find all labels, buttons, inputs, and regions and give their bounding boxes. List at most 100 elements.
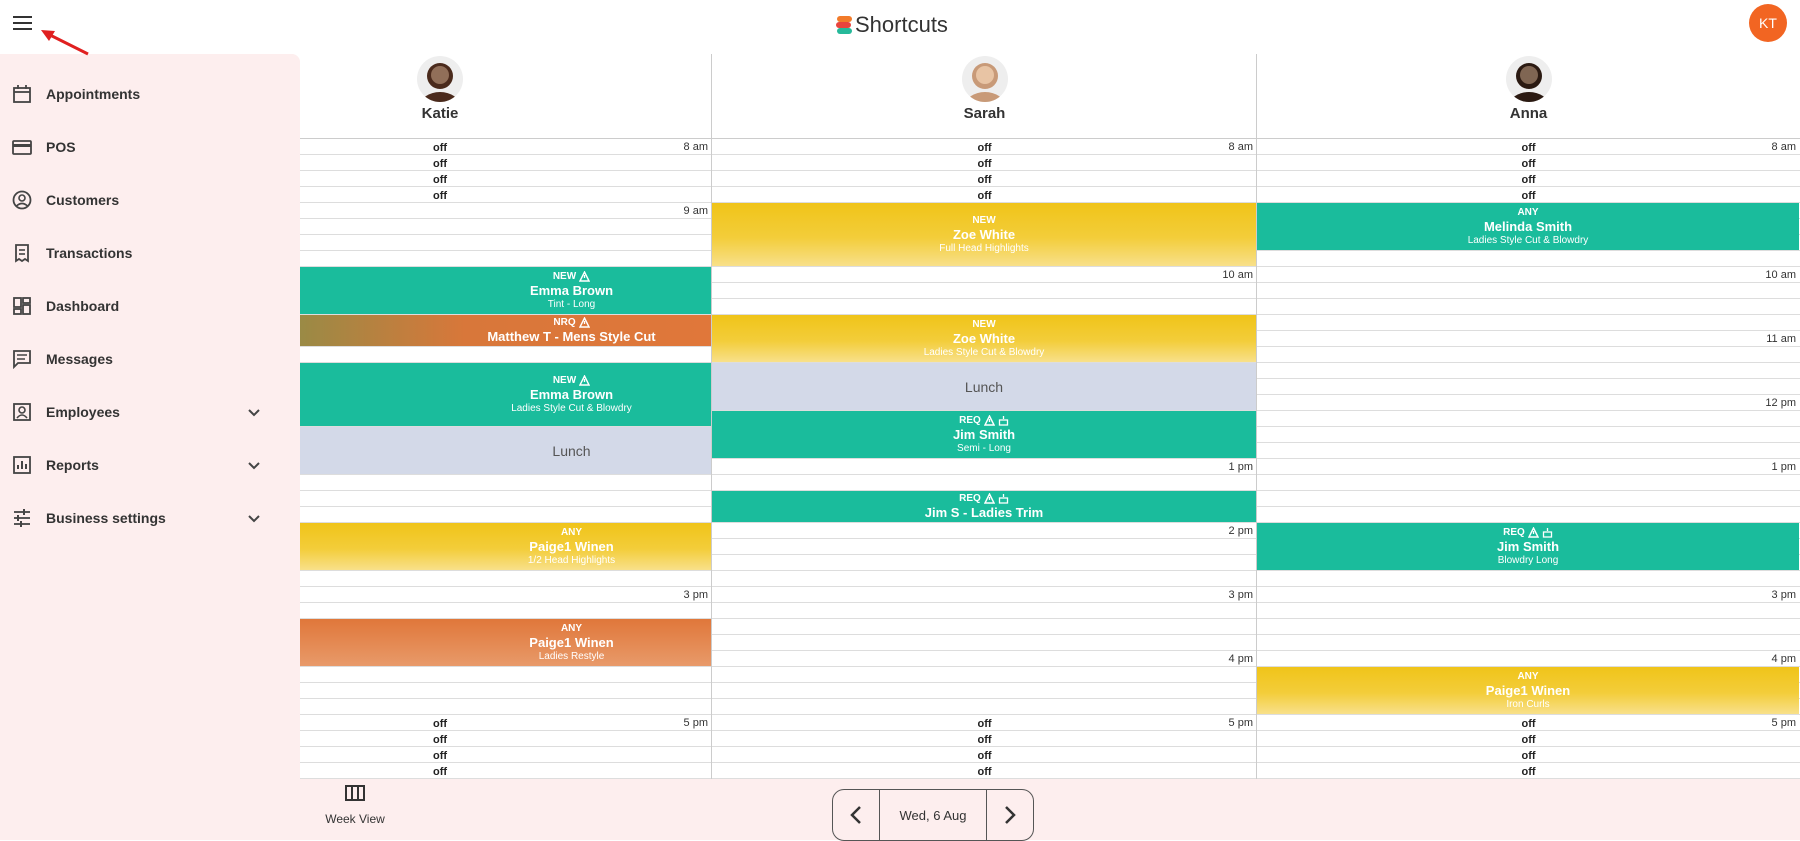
- nav-item[interactable]: Appointments: [0, 72, 300, 116]
- appointment[interactable]: NEW Zoe White Full Head Highlights: [712, 203, 1256, 266]
- week-view-button[interactable]: Week View: [320, 785, 390, 826]
- tag-text: NEW: [552, 270, 577, 282]
- hour-label: 5 pm: [1228, 717, 1253, 729]
- appointment[interactable]: REQ Jim S - Ladies Trim: [712, 491, 1256, 522]
- tag-text: ANY: [560, 622, 583, 634]
- cake-icon: [998, 494, 1008, 504]
- nav-label: Customers: [46, 192, 120, 208]
- nav-label: Appointments: [46, 86, 141, 102]
- tag-text: REQ: [959, 414, 981, 426]
- hour-label: 5 pm: [1771, 717, 1796, 729]
- column-divider: [711, 54, 712, 779]
- nav-label: Transactions: [46, 245, 133, 261]
- staff-avatar: [417, 56, 463, 102]
- nav-item[interactable]: Employees: [0, 390, 300, 434]
- appointment[interactable]: Lunch: [712, 363, 1256, 410]
- appointment[interactable]: REQ Jim Smith Semi - Long: [712, 411, 1256, 458]
- week-view-label: Week View: [325, 812, 385, 826]
- slot-line: [300, 682, 1800, 683]
- tag-text: ANY: [560, 526, 583, 538]
- appointment-tag: ANY: [432, 623, 711, 635]
- prev-day-button[interactable]: [833, 790, 880, 840]
- off-label: off: [977, 190, 992, 202]
- expand-chevron: [248, 462, 260, 470]
- nav-item[interactable]: Customers: [0, 178, 300, 222]
- off-label: off: [432, 718, 448, 730]
- appointment-client: Zoe White: [952, 226, 1016, 242]
- appointment-client: Lunch: [964, 378, 1004, 395]
- sidebar: Appointments POS Customers Transactions Dash…: [0, 54, 300, 840]
- appointment[interactable]: ANY Paige1 Winen 1/2 Head Highlights: [300, 523, 711, 570]
- slot-line: [300, 570, 1800, 571]
- staff-name: Anna: [1509, 105, 1548, 122]
- nav-item[interactable]: Messages: [0, 337, 300, 381]
- nav-icon: [15, 244, 29, 263]
- appointment-tag: ANY: [432, 527, 711, 539]
- nav-icon: [13, 456, 31, 474]
- tag-text: NEW: [972, 214, 996, 226]
- slot-line: [300, 202, 1800, 203]
- slot-line: [300, 618, 1800, 619]
- logo: Shortcuts: [835, 12, 948, 38]
- tag-text: REQ: [1503, 526, 1525, 538]
- appointment[interactable]: ANY Paige1 Winen Ladies Restyle: [300, 619, 711, 666]
- next-day-button[interactable]: [986, 790, 1033, 840]
- slot-line: [300, 586, 1800, 587]
- appointment[interactable]: NRQ Matthew T - Mens Style Cut: [300, 315, 711, 346]
- hour-label: 1 pm: [1771, 461, 1796, 473]
- appointment-service: Ladies Restyle: [538, 650, 605, 662]
- slot-line: [300, 458, 1800, 459]
- off-label: off: [432, 750, 448, 762]
- slot-line: [300, 362, 1800, 363]
- appointment[interactable]: ANY Melinda Smith Ladies Style Cut & Blowd…: [1257, 203, 1799, 250]
- nav-item[interactable]: Transactions: [0, 231, 300, 275]
- off-label: off: [432, 766, 448, 778]
- appointment-service: 1/2 Head Highlights: [527, 554, 616, 566]
- menu-button[interactable]: [12, 13, 34, 33]
- appointment-client: Jim Smith: [1496, 538, 1560, 554]
- appointment[interactable]: NEW Emma Brown Tint - Long: [300, 267, 711, 314]
- slot-line: [300, 554, 1800, 555]
- nav-item[interactable]: Dashboard: [0, 284, 300, 328]
- logo-icon: [836, 16, 852, 34]
- hour-label: 2 pm: [1228, 525, 1253, 537]
- slot-line: [300, 154, 1800, 155]
- slot-line: [300, 698, 1800, 699]
- appointment-tag: ANY: [1257, 207, 1799, 219]
- off-label: off: [1521, 750, 1536, 762]
- appointment-client: Emma Brown: [529, 386, 614, 402]
- current-date[interactable]: Wed, 6 Aug: [899, 807, 967, 823]
- off-label: off: [432, 158, 448, 170]
- appointment-service: Blowdry Long: [1497, 554, 1559, 566]
- nav-item[interactable]: POS: [0, 125, 300, 169]
- nav-item[interactable]: Business settings: [0, 496, 300, 540]
- off-label: off: [977, 718, 992, 730]
- appointment[interactable]: NEW Emma Brown Ladies Style Cut & Blowdry: [300, 363, 711, 426]
- warning-icon: [579, 375, 591, 386]
- expand-chevron: [248, 515, 260, 523]
- appointment[interactable]: REQ Jim Smith Blowdry Long: [1257, 523, 1799, 570]
- warning-icon: [578, 317, 590, 328]
- slot-line: [300, 410, 1800, 411]
- appointment-client: Emma Brown: [529, 282, 614, 298]
- appointment-client: Jim Smith: [952, 426, 1016, 442]
- tag-text: ANY: [1517, 206, 1539, 218]
- appointment[interactable]: Lunch: [300, 427, 711, 474]
- appointment-service: Semi - Long: [957, 442, 1011, 454]
- logo-text: Shortcuts: [855, 12, 948, 37]
- appointment[interactable]: ANY Paige1 Winen Iron Curls: [1257, 667, 1799, 714]
- off-label: off: [1521, 158, 1536, 170]
- nav-icon: [13, 403, 31, 421]
- user-avatar[interactable]: KT: [1749, 4, 1787, 42]
- off-label: off: [1521, 766, 1536, 778]
- appointment[interactable]: NEW Zoe White Ladies Style Cut & Blowdry: [712, 315, 1256, 362]
- nav-item[interactable]: Reports: [0, 443, 300, 487]
- off-label: off: [977, 174, 992, 186]
- slot-line: [300, 298, 1800, 299]
- red-arrow: [41, 30, 89, 56]
- slot-line: [300, 602, 1800, 603]
- cake-icon: [998, 416, 1008, 426]
- warning-icon: [983, 415, 995, 426]
- hour-label: 8 am: [1771, 141, 1796, 153]
- slot-line: [300, 490, 1800, 491]
